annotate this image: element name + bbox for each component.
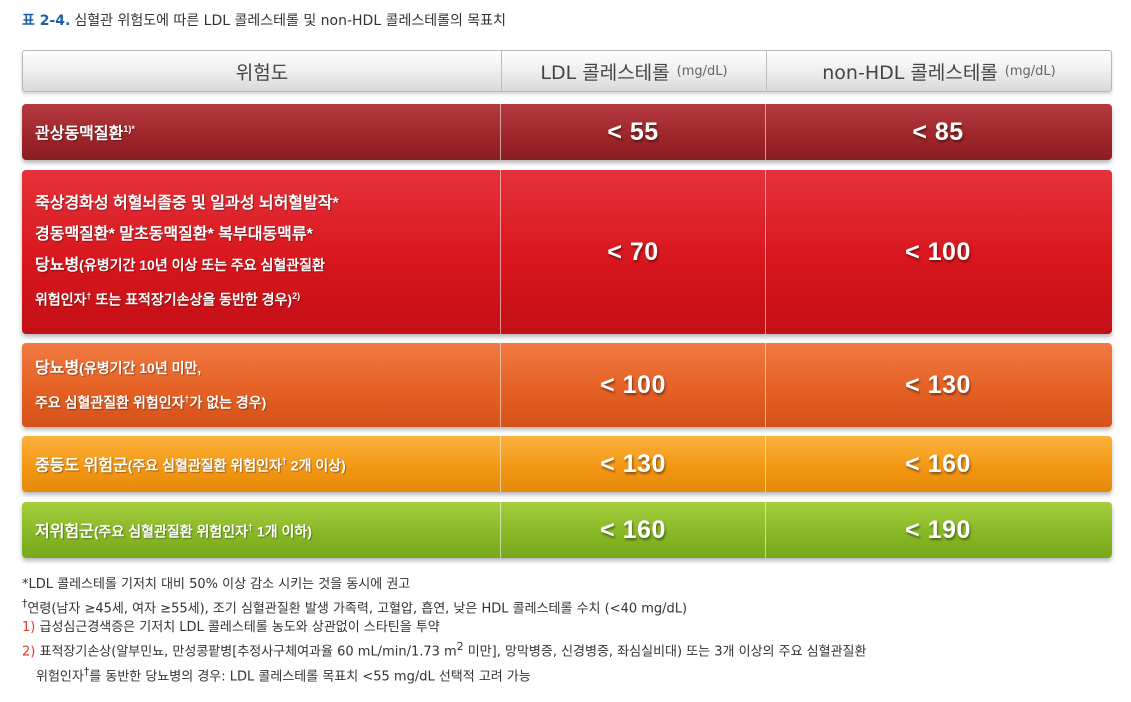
footnote-1: 1) 급성심근경색증은 기저치 LDL 콜레스테롤 농도와 상관없이 스타틴을 … xyxy=(22,618,866,637)
risk-line-sub: 1개 이하) xyxy=(253,523,312,540)
footnote-text: 표적장기손상(알부민뇨, 만성콩팥병[추정사구체여과율 60 mL/min/1.… xyxy=(39,644,457,660)
ldl-cell: < 160 xyxy=(500,502,765,558)
risk-line-sub: 위험인자 xyxy=(35,291,87,308)
dagger-mark: † xyxy=(83,664,90,678)
table-header: 위험도 LDL 콜레스테롤 (mg/dL) non-HDL 콜레스테롤 (mg/dL… xyxy=(22,50,1112,92)
risk-line-sub: 또는 표적장기손상을 동반한 경우) xyxy=(91,291,293,308)
nonhdl-target: < 100 xyxy=(905,237,971,266)
footnote-mark: 1) xyxy=(22,620,36,636)
risk-cell: 당뇨병(유병기간 10년 미만, 주요 심혈관질환 위험인자†가 없는 경우) xyxy=(22,343,500,427)
table-row-moderate: 중등도 위험군(주요 심혈관질환 위험인자† 2개 이상) < 130 < 16… xyxy=(22,436,1112,492)
ldl-cell: < 70 xyxy=(500,170,765,334)
table-row-diabetes-short: 당뇨병(유병기간 10년 미만, 주요 심혈관질환 위험인자†가 없는 경우) … xyxy=(22,343,1112,427)
footnote-superscript: 2 xyxy=(456,640,464,654)
header-ldl: LDL 콜레스테롤 (mg/dL) xyxy=(501,51,766,91)
ldl-cell: < 130 xyxy=(500,436,765,492)
footnote-star: *LDL 콜레스테롤 기저치 대비 50% 이상 감소 시키는 것을 동시에 권… xyxy=(22,575,866,594)
nonhdl-cell: < 160 xyxy=(765,436,1110,492)
risk-line-sub: 주요 심혈관질환 위험인자 xyxy=(35,394,185,411)
risk-line-sub: (유병기간 10년 미만, xyxy=(79,359,202,376)
ldl-target: < 55 xyxy=(607,117,659,146)
header-nonhdl-unit: (mg/dL) xyxy=(1004,63,1056,79)
risk-footnote-mark: 2) xyxy=(292,291,301,302)
risk-line-sub: 가 없는 경우) xyxy=(189,394,267,411)
nonhdl-target: < 130 xyxy=(905,370,971,399)
risk-cell: 죽상경화성 허혈뇌졸중 및 일과성 뇌허혈발작* 경동맥질환* 말초동맥질환* … xyxy=(22,170,500,334)
risk-line-main: 당뇨병 xyxy=(35,257,80,275)
risk-label: 관상동맥질환 xyxy=(35,125,124,143)
dagger-mark: † xyxy=(281,456,287,467)
nonhdl-cell: < 130 xyxy=(765,343,1110,427)
footnote-dagger: †연령(남자 ≥45세, 여자 ≥55세), 조기 심혈관질환 발생 가족력, … xyxy=(22,594,866,618)
header-nonhdl: non-HDL 콜레스테롤 (mg/dL) xyxy=(766,51,1111,91)
ldl-target: < 130 xyxy=(600,449,666,478)
risk-footnote-mark: 1)* xyxy=(123,124,135,135)
ldl-target: < 100 xyxy=(600,370,666,399)
table-row-very-high: 죽상경화성 허혈뇌졸중 및 일과성 뇌허혈발작* 경동맥질환* 말초동맥질환* … xyxy=(22,170,1112,334)
risk-line-sub: 2개 이상) xyxy=(286,457,346,474)
footnote-2: 2) 표적장기손상(알부민뇨, 만성콩팥병[추정사구체여과율 60 mL/min… xyxy=(22,637,866,686)
risk-line: 죽상경화성 허혈뇌졸중 및 일과성 뇌허혈발작* xyxy=(35,195,339,213)
dagger-mark: † xyxy=(248,522,254,533)
header-nonhdl-label: non-HDL 콜레스테롤 xyxy=(822,61,998,84)
header-ldl-unit: (mg/dL) xyxy=(676,63,728,79)
risk-line-sub: (유병기간 10년 이상 또는 주요 심혈관질환 xyxy=(79,257,325,274)
ldl-target: < 70 xyxy=(607,237,659,266)
nonhdl-cell: < 190 xyxy=(765,502,1110,558)
dagger-mark: † xyxy=(184,393,190,404)
footnote-text: LDL 콜레스테롤 기저치 대비 50% 이상 감소 시키는 것을 동시에 권고 xyxy=(28,577,411,592)
risk-line-sub: (주요 심혈관질환 위험인자 xyxy=(127,457,282,474)
footnote-text: 위험인자 xyxy=(36,668,84,684)
footnote-text: 를 동반한 당뇨병의 경우: LDL 콜레스테롤 목표치 <55 mg/dL 선… xyxy=(89,668,531,684)
footnote-text: 미만], 망막병증, 신경병증, 좌심실비대) 또는 3개 이상의 주요 심혈관… xyxy=(463,644,867,660)
risk-cell: 관상동맥질환1)* xyxy=(22,104,500,160)
caption-label: 표 2-4. xyxy=(22,13,71,29)
header-risk-label: 위험도 xyxy=(235,61,289,84)
risk-cell: 중등도 위험군(주요 심혈관질환 위험인자† 2개 이상) xyxy=(22,436,500,492)
table-caption: 표 2-4. 심혈관 위험도에 따른 LDL 콜레스테롤 및 non-HDL 콜레… xyxy=(22,10,506,30)
footnote-mark: * xyxy=(22,577,29,592)
table-row-coronary: 관상동맥질환1)* < 55 < 85 xyxy=(22,104,1112,160)
nonhdl-target: < 160 xyxy=(905,449,971,478)
nonhdl-cell: < 100 xyxy=(765,170,1110,334)
risk-line-sub: (주요 심혈관질환 위험인자 xyxy=(93,523,249,540)
ldl-target: < 160 xyxy=(600,515,666,544)
footnote-mark: † xyxy=(22,597,28,610)
risk-line-main: 중등도 위험군 xyxy=(35,457,128,475)
nonhdl-target: < 85 xyxy=(912,117,964,146)
nonhdl-cell: < 85 xyxy=(765,104,1110,160)
dagger-mark: † xyxy=(86,291,92,302)
risk-line-main: 저위험군 xyxy=(35,523,94,541)
risk-line-main: 당뇨병 xyxy=(35,359,80,377)
footnote-text: 연령(남자 ≥45세, 여자 ≥55세), 조기 심혈관질환 발생 가족력, 고… xyxy=(27,601,688,617)
footnote-text: 급성심근경색증은 기저치 LDL 콜레스테롤 농도와 상관없이 스타틴을 투약 xyxy=(39,620,440,636)
nonhdl-target: < 190 xyxy=(905,515,971,544)
caption-text: 심혈관 위험도에 따른 LDL 콜레스테롤 및 non-HDL 콜레스테롤의 목… xyxy=(74,13,506,29)
footnote-mark: 2) xyxy=(22,644,36,660)
header-risk: 위험도 xyxy=(23,51,501,91)
header-ldl-label: LDL 콜레스테롤 xyxy=(540,61,670,84)
risk-line: 경동맥질환* 말초동맥질환* 복부대동맥류* xyxy=(35,226,313,244)
ldl-cell: < 55 xyxy=(500,104,765,160)
table-row-low: 저위험군(주요 심혈관질환 위험인자† 1개 이하) < 160 < 190 xyxy=(22,502,1112,558)
ldl-cell: < 100 xyxy=(500,343,765,427)
risk-cell: 저위험군(주요 심혈관질환 위험인자† 1개 이하) xyxy=(22,502,500,558)
footnotes: *LDL 콜레스테롤 기저치 대비 50% 이상 감소 시키는 것을 동시에 권… xyxy=(22,575,866,686)
